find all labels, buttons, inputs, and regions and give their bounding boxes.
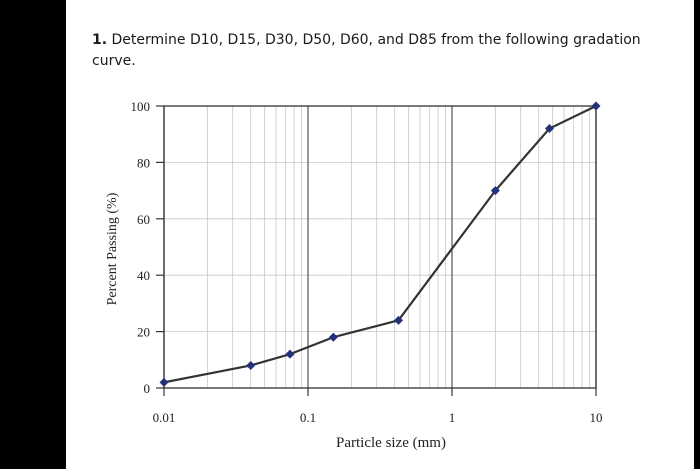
y-tick-label: 100: [131, 99, 151, 114]
series: [159, 101, 601, 387]
question-number: 1.: [92, 32, 108, 48]
y-tick-label: 40: [137, 268, 150, 283]
x-tick-label: 0.1: [300, 410, 316, 425]
x-axis-label: Particle size (mm): [336, 435, 446, 451]
plot-frame: [163, 105, 597, 389]
data-point-marker: [591, 101, 601, 111]
question-text: 1. Determine D10, D15, D30, D50, D60, an…: [92, 30, 652, 72]
gradation-curve-line: [163, 105, 597, 384]
x-tick-label: 1: [449, 410, 456, 425]
data-point-marker: [246, 360, 256, 370]
y-tick-label: 80: [137, 155, 150, 170]
x-tick-label: 0.01: [153, 410, 176, 425]
data-point-marker: [328, 332, 338, 342]
question-body: Determine D10, D15, D30, D50, D60, and D…: [92, 32, 641, 69]
y-tick-label: 60: [137, 212, 150, 227]
x-tick-label: 10: [590, 410, 603, 425]
y-tick-label: 0: [144, 381, 151, 396]
data-point-marker: [490, 186, 500, 196]
axes: 0 20 40 60 80 100 0.01 0.1 1 10: [131, 99, 603, 425]
y-axis-label: Percent Passing (%): [105, 192, 120, 305]
data-point-marker: [159, 377, 169, 387]
data-point-marker: [285, 349, 295, 359]
y-tick-label: 20: [137, 325, 150, 340]
data-point-marker: [544, 124, 554, 134]
data-point-marker: [393, 315, 403, 325]
